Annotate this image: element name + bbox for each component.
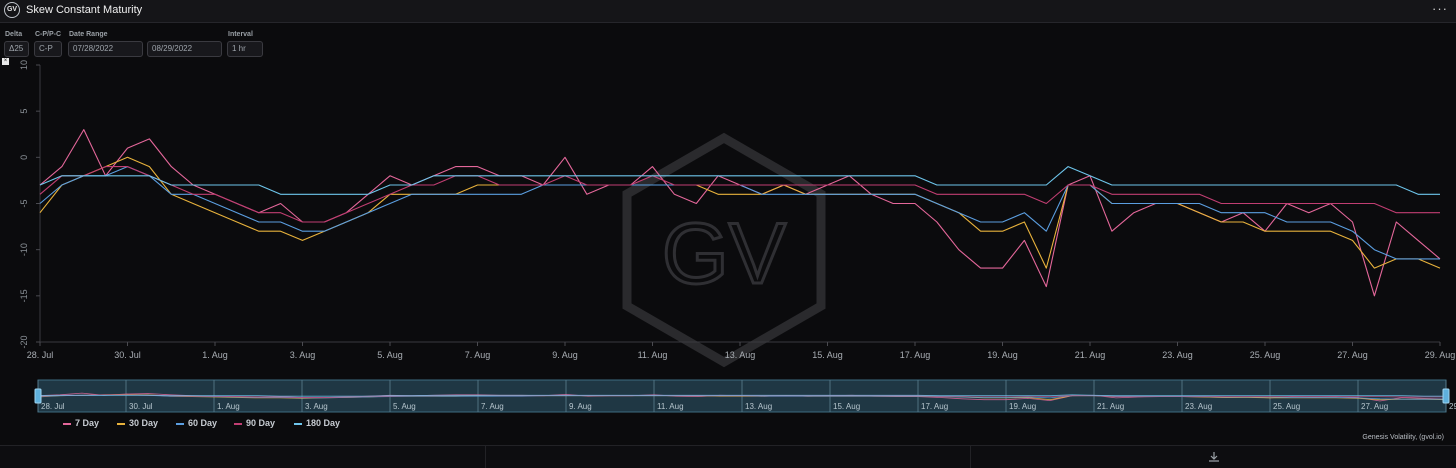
navigator-series-90d — [37, 394, 1446, 398]
x-tick-label: 28. Jul — [27, 350, 54, 360]
navigator-tick-label: 11. Aug — [657, 402, 684, 411]
y-tick-label: -20 — [19, 335, 29, 348]
legend-swatch — [294, 422, 302, 425]
page-title: Skew Constant Maturity — [26, 4, 143, 16]
x-tick-label: 23. Aug — [1162, 350, 1193, 360]
navigator-tick-label: 19. Aug — [1009, 402, 1036, 411]
chart-credit: Genesis Volatility, (gvol.io) — [1362, 434, 1444, 441]
delta-label: Delta — [5, 31, 23, 38]
delta-select[interactable]: Δ25 — [4, 41, 29, 57]
navigator-tick-label: 29. Aug — [1449, 402, 1456, 411]
legend-swatch — [63, 422, 71, 425]
navigator-handle-left[interactable] — [34, 388, 42, 404]
y-tick-label: -10 — [19, 243, 29, 256]
navigator-series-180d — [37, 394, 1446, 397]
x-tick-label: 21. Aug — [1075, 350, 1106, 360]
cp-label: C-P/P-C — [35, 31, 62, 38]
legend-swatch — [176, 422, 184, 425]
x-tick-label: 13. Aug — [725, 350, 756, 360]
series-line-90d — [39, 166, 1440, 223]
legend-label: 30 Day — [129, 418, 159, 428]
series-line-180d — [39, 166, 1440, 195]
gv-logo-icon: GV — [4, 2, 20, 18]
x-tick-label: 11. Aug — [638, 350, 668, 360]
navigator-tick-label: 27. Aug — [1361, 402, 1388, 411]
navigator-tick-label: 13. Aug — [745, 402, 772, 411]
legend-label: 60 Day — [188, 418, 218, 428]
navigator-tick-label: 25. Aug — [1273, 402, 1300, 411]
x-tick-label: 15. Aug — [812, 350, 843, 360]
legend-180-day[interactable]: 180 Day — [294, 418, 340, 428]
download-icon[interactable] — [1208, 451, 1220, 463]
navigator-tick-label: 7. Aug — [481, 402, 504, 411]
y-tick-label: 0 — [19, 155, 29, 160]
y-tick-label: 10 — [19, 60, 29, 70]
more-options-icon[interactable]: ··· — [1432, 1, 1448, 16]
navigator-handle-right[interactable] — [1442, 388, 1450, 404]
legend-label: 180 Day — [306, 418, 341, 428]
x-tick-label: 19. Aug — [987, 350, 1018, 360]
legend-60-day[interactable]: 60 Day — [176, 418, 217, 428]
y-tick-label: 5 — [19, 109, 29, 114]
watermark-text: GV — [662, 206, 786, 302]
navigator-tick-label: 3. Aug — [305, 402, 328, 411]
skew-chart: GV 10 5 0 -5 -10 -15 -20 28. Jul 30. Jul 1. Aug 3… — [19, 60, 1456, 413]
footer-divider — [970, 446, 971, 468]
gv-watermark: GV — [622, 132, 826, 368]
x-tick-label: 7. Aug — [465, 350, 491, 360]
date-start-input[interactable]: 07/28/2022 — [68, 41, 143, 57]
x-tick-label: 27. Aug — [1337, 350, 1368, 360]
x-tick-label: 1. Aug — [202, 350, 228, 360]
x-tick-label: 30. Jul — [114, 350, 141, 360]
footer-bar — [0, 445, 1456, 468]
legend-swatch — [117, 422, 125, 425]
legend-7-day[interactable]: 7 Day — [63, 418, 99, 428]
legend-label: 7 Day — [75, 418, 100, 428]
x-tick-label: 29. Aug — [1425, 350, 1456, 360]
date-end-input[interactable]: 08/29/2022 — [147, 41, 222, 57]
x-tick-label: 5. Aug — [377, 350, 403, 360]
navigator-tick-label: 30. Jul — [129, 402, 153, 411]
navigator-tick-label: 15. Aug — [833, 402, 860, 411]
navigator-tick-label: 5. Aug — [393, 402, 416, 411]
navigator-tick-label: 21. Aug — [1097, 402, 1124, 411]
interval-label: Interval — [228, 31, 253, 38]
y-tick-label: -15 — [19, 289, 29, 302]
navigator-tick-label: 1. Aug — [217, 402, 240, 411]
x-tick-label: 17. Aug — [900, 350, 931, 360]
date-range-label: Date Range — [69, 31, 108, 38]
reset-zoom-button[interactable]: × — [2, 58, 9, 65]
navigator-tick-label: 28. Jul — [41, 402, 65, 411]
y-tick-label: -5 — [19, 199, 29, 207]
footer-divider — [485, 446, 486, 468]
x-tick-label: 25. Aug — [1250, 350, 1281, 360]
cp-select[interactable]: C-P — [34, 41, 62, 57]
legend-label: 90 Day — [246, 418, 276, 428]
x-tick-label: 3. Aug — [290, 350, 316, 360]
x-tick-label: 9. Aug — [552, 350, 578, 360]
title-bar: GV Skew Constant Maturity ··· — [0, 0, 1456, 23]
legend-90-day[interactable]: 90 Day — [234, 418, 275, 428]
navigator-tick-label: 17. Aug — [921, 402, 948, 411]
navigator-tick-label: 9. Aug — [569, 402, 592, 411]
series-line-30d — [39, 156, 1441, 269]
navigator-tick-label: 23. Aug — [1185, 402, 1212, 411]
interval-select[interactable]: 1 hr — [227, 41, 263, 57]
legend-swatch — [234, 422, 242, 425]
legend-30-day[interactable]: 30 Day — [117, 418, 158, 428]
range-navigator[interactable]: 28. Jul 30. Jul 1. Aug 3. Aug 5. Aug 7. Aug 9.… — [34, 379, 1456, 413]
